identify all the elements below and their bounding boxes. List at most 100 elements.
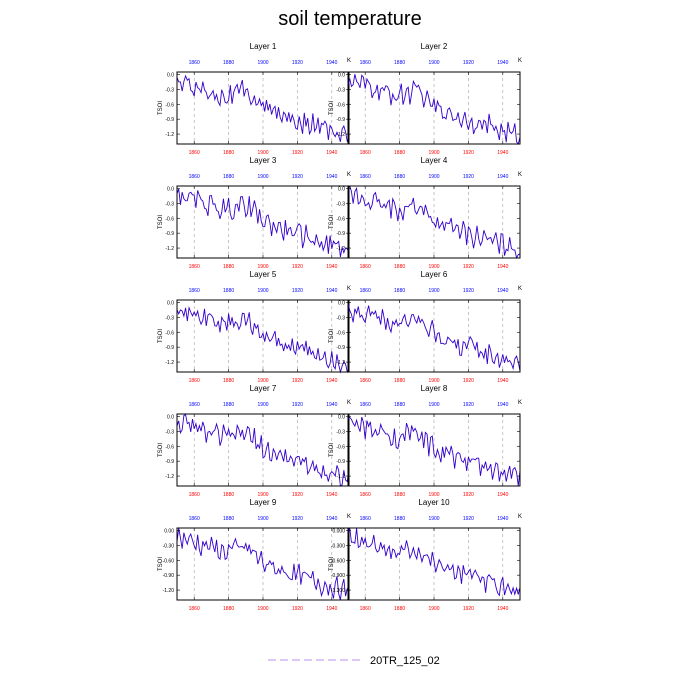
x-tick-label-bottom: 1920 xyxy=(463,378,474,384)
x-tick-label-bottom: 1880 xyxy=(223,378,234,384)
x-tick-label-bottom: 1860 xyxy=(360,606,371,612)
y-tick-label: -0.9 xyxy=(336,231,345,237)
y-tick-label: -0.9 xyxy=(165,459,174,465)
x-tick-label-bottom: 1940 xyxy=(497,150,508,156)
chart-panel-3: Layer 3 K 1860 1860 1880 1880 1900 1900 1920 1920… xyxy=(158,156,351,270)
x-tick-label-top: 1880 xyxy=(223,60,234,66)
legend: 20TR_125_02 xyxy=(268,655,440,667)
x-tick-label-bottom: 1880 xyxy=(394,150,405,156)
x-tick-label-top: 1900 xyxy=(257,174,268,180)
x-tick-label-top: 1900 xyxy=(428,288,439,294)
y-tick-label: -0.3 xyxy=(165,201,174,207)
series-line xyxy=(347,74,521,146)
chart-panel-6: Layer 6 K 1860 1860 1880 1880 1900 1900 1920 1920… xyxy=(329,270,522,384)
unit-label: K xyxy=(347,400,351,406)
y-tick-label: -0.3 xyxy=(336,315,345,321)
y-tick-label: -0.3 xyxy=(336,429,345,435)
x-tick-label-bottom: 1880 xyxy=(394,378,405,384)
y-tick-label: -0.3 xyxy=(336,87,345,93)
series-line xyxy=(176,414,350,487)
x-tick-label-bottom: 1860 xyxy=(189,492,200,498)
x-tick-label-top: 1920 xyxy=(463,60,474,66)
x-tick-label-bottom: 1900 xyxy=(257,150,268,156)
x-tick-label-top: 1920 xyxy=(463,288,474,294)
y-axis-label: TSOI xyxy=(158,329,164,343)
x-tick-label-bottom: 1900 xyxy=(257,264,268,270)
y-tick-label: 0.0 xyxy=(167,300,174,306)
x-tick-label-top: 1880 xyxy=(394,288,405,294)
y-tick-label: -0.6 xyxy=(165,102,174,108)
x-tick-label-bottom: 1920 xyxy=(463,150,474,156)
x-tick-label-bottom: 1900 xyxy=(257,378,268,384)
y-axis-label: TSOI xyxy=(329,101,335,115)
y-tick-label: 0.0 xyxy=(167,186,174,192)
panel-title: Layer 3 xyxy=(250,156,277,165)
y-tick-label: -1.2 xyxy=(336,246,345,252)
x-tick-label-bottom: 1920 xyxy=(292,150,303,156)
y-axis-label: TSOI xyxy=(158,101,164,115)
chart-panel-10: Layer 10 K 1860 1860 1880 1880 1900 1900 1920 192… xyxy=(329,498,522,612)
x-tick-label-bottom: 1880 xyxy=(223,606,234,612)
y-tick-label: -1.2 xyxy=(165,246,174,252)
x-tick-label-bottom: 1860 xyxy=(189,378,200,384)
y-tick-label: -1.2 xyxy=(336,132,345,138)
panel-title: Layer 9 xyxy=(250,498,277,507)
x-tick-label-top: 1880 xyxy=(223,516,234,522)
y-tick-label: -1.2 xyxy=(336,360,345,366)
x-tick-label-bottom: 1940 xyxy=(326,378,337,384)
y-tick-label: 0.0 xyxy=(338,72,345,78)
x-tick-label-top: 1940 xyxy=(497,288,508,294)
y-tick-label: -0.90 xyxy=(163,573,175,579)
y-tick-label: -0.9 xyxy=(336,459,345,465)
x-tick-label-top: 1900 xyxy=(257,60,268,66)
x-tick-label-top: 1880 xyxy=(394,60,405,66)
x-tick-label-bottom: 1920 xyxy=(463,606,474,612)
x-tick-label-bottom: 1880 xyxy=(223,150,234,156)
chart-panel-5: Layer 5 K 1860 1860 1880 1880 1900 1900 1920 1920… xyxy=(158,270,351,384)
panel-title: Layer 2 xyxy=(421,42,448,51)
x-tick-label-bottom: 1940 xyxy=(497,492,508,498)
y-tick-label: -0.6 xyxy=(165,216,174,222)
x-tick-label-bottom: 1920 xyxy=(292,378,303,384)
y-tick-label: -0.300 xyxy=(331,543,345,549)
y-tick-label: -0.3 xyxy=(165,315,174,321)
x-tick-label-bottom: 1860 xyxy=(360,378,371,384)
x-tick-label-top: 1860 xyxy=(360,402,371,408)
y-tick-label: 0.0 xyxy=(338,300,345,306)
y-tick-label: -0.3 xyxy=(165,429,174,435)
x-tick-label-bottom: 1880 xyxy=(223,264,234,270)
legend-label: 20TR_125_02 xyxy=(370,655,440,667)
x-tick-label-bottom: 1920 xyxy=(292,492,303,498)
x-tick-label-bottom: 1880 xyxy=(394,606,405,612)
panel-title: Layer 5 xyxy=(250,270,277,279)
x-tick-label-top: 1900 xyxy=(257,288,268,294)
x-tick-label-top: 1900 xyxy=(428,60,439,66)
x-tick-label-top: 1880 xyxy=(223,288,234,294)
y-tick-label: 0.0 xyxy=(167,72,174,78)
x-tick-label-top: 1940 xyxy=(326,288,337,294)
figure-title: soil temperature xyxy=(278,8,422,30)
y-tick-label: 0.000 xyxy=(332,528,345,534)
series-line xyxy=(348,185,521,260)
x-tick-label-bottom: 1860 xyxy=(189,150,200,156)
unit-label: K xyxy=(347,286,351,292)
x-tick-label-top: 1900 xyxy=(428,516,439,522)
x-tick-label-bottom: 1920 xyxy=(463,264,474,270)
y-tick-label: -0.6 xyxy=(336,102,345,108)
panel-title: Layer 8 xyxy=(421,384,448,393)
y-tick-label: -1.200 xyxy=(331,588,345,594)
y-tick-label: -1.20 xyxy=(163,588,175,594)
x-tick-label-top: 1880 xyxy=(223,174,234,180)
x-tick-label-bottom: 1900 xyxy=(428,264,439,270)
x-tick-label-bottom: 1940 xyxy=(497,378,508,384)
panel-title: Layer 6 xyxy=(421,270,448,279)
series-line xyxy=(347,527,521,597)
x-tick-label-top: 1940 xyxy=(326,402,337,408)
unit-label: K xyxy=(347,514,351,520)
y-tick-label: -1.2 xyxy=(165,360,174,366)
x-tick-label-top: 1880 xyxy=(394,174,405,180)
x-tick-label-top: 1940 xyxy=(326,60,337,66)
x-tick-label-bottom: 1860 xyxy=(360,492,371,498)
x-tick-label-top: 1940 xyxy=(497,60,508,66)
